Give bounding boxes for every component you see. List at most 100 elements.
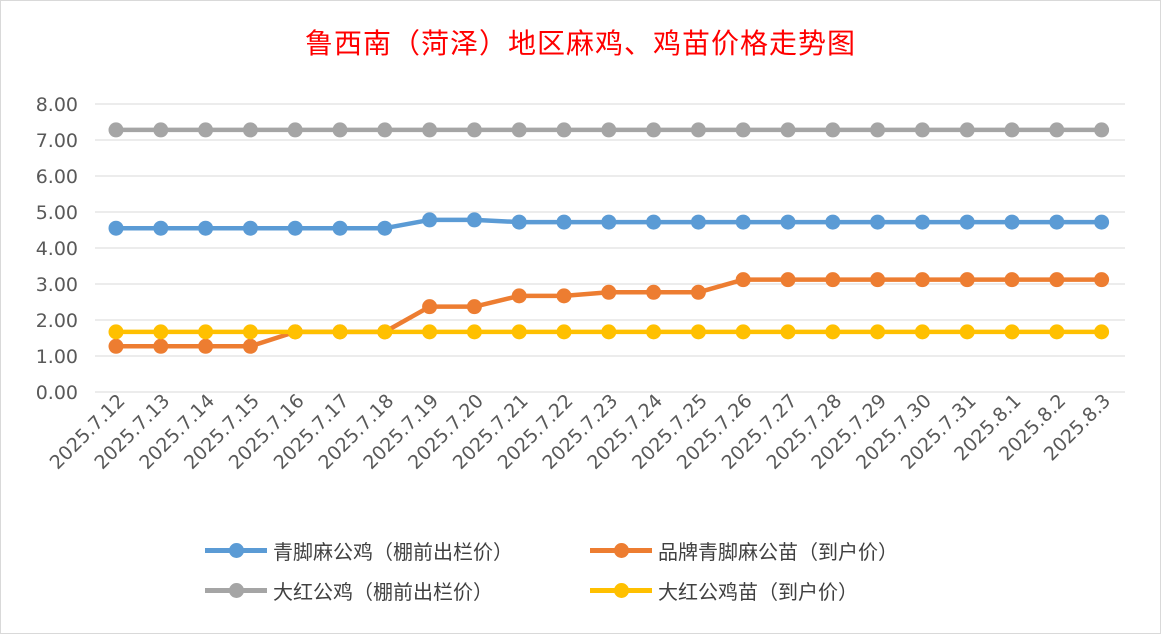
data-point[interactable] — [601, 324, 617, 340]
data-point[interactable] — [735, 324, 751, 340]
data-point[interactable] — [601, 214, 617, 230]
data-point[interactable] — [198, 324, 214, 340]
data-point[interactable] — [556, 288, 572, 304]
data-point[interactable] — [1094, 214, 1110, 230]
data-point[interactable] — [870, 214, 886, 230]
data-point[interactable] — [153, 338, 169, 354]
data-point[interactable] — [601, 284, 617, 300]
data-point[interactable] — [153, 122, 169, 138]
data-point[interactable] — [825, 272, 841, 288]
data-point[interactable] — [332, 324, 348, 340]
series-2 — [108, 122, 1110, 138]
data-point[interactable] — [825, 324, 841, 340]
data-point[interactable] — [1004, 214, 1020, 230]
data-point[interactable] — [198, 220, 214, 236]
data-point[interactable] — [735, 214, 751, 230]
data-point[interactable] — [108, 122, 124, 138]
data-point[interactable] — [287, 122, 303, 138]
data-point[interactable] — [153, 324, 169, 340]
data-point[interactable] — [422, 324, 438, 340]
data-point[interactable] — [914, 272, 930, 288]
data-point[interactable] — [556, 324, 572, 340]
data-point[interactable] — [511, 324, 527, 340]
data-point[interactable] — [377, 220, 393, 236]
data-point[interactable] — [780, 324, 796, 340]
data-point[interactable] — [332, 220, 348, 236]
legend-item-0[interactable]: 青脚麻公鸡（棚前出栏价） — [205, 535, 513, 565]
data-point[interactable] — [1049, 214, 1065, 230]
data-point[interactable] — [914, 214, 930, 230]
data-point[interactable] — [466, 212, 482, 228]
data-point[interactable] — [198, 122, 214, 138]
data-point[interactable] — [646, 284, 662, 300]
data-point[interactable] — [1094, 122, 1110, 138]
data-point[interactable] — [1049, 272, 1065, 288]
legend-item-3[interactable]: 大红公鸡苗（到户价） — [590, 575, 858, 605]
data-point[interactable] — [466, 324, 482, 340]
legend-swatch-2 — [205, 575, 267, 605]
data-point[interactable] — [959, 122, 975, 138]
data-point[interactable] — [690, 284, 706, 300]
data-point[interactable] — [242, 220, 258, 236]
data-point[interactable] — [690, 324, 706, 340]
data-point[interactable] — [198, 338, 214, 354]
data-point[interactable] — [422, 212, 438, 228]
data-point[interactable] — [511, 214, 527, 230]
data-point[interactable] — [914, 122, 930, 138]
data-point[interactable] — [422, 299, 438, 315]
data-point[interactable] — [825, 214, 841, 230]
data-point[interactable] — [511, 122, 527, 138]
data-point[interactable] — [780, 214, 796, 230]
gridlines — [95, 103, 1125, 393]
data-point[interactable] — [959, 324, 975, 340]
y-tick-label: 7.00 — [36, 130, 78, 152]
data-point[interactable] — [1094, 324, 1110, 340]
data-point[interactable] — [466, 122, 482, 138]
data-point[interactable] — [735, 272, 751, 288]
data-point[interactable] — [511, 288, 527, 304]
data-point[interactable] — [690, 122, 706, 138]
data-point[interactable] — [959, 214, 975, 230]
data-point[interactable] — [1004, 324, 1020, 340]
data-point[interactable] — [1094, 272, 1110, 288]
data-point[interactable] — [1004, 272, 1020, 288]
data-point[interactable] — [959, 272, 975, 288]
data-point[interactable] — [1004, 122, 1020, 138]
data-point[interactable] — [108, 220, 124, 236]
data-point[interactable] — [332, 122, 348, 138]
data-point[interactable] — [242, 122, 258, 138]
data-point[interactable] — [646, 214, 662, 230]
data-point[interactable] — [870, 122, 886, 138]
data-point[interactable] — [287, 220, 303, 236]
data-point[interactable] — [287, 324, 303, 340]
data-point[interactable] — [690, 214, 706, 230]
data-point[interactable] — [422, 122, 438, 138]
data-point[interactable] — [108, 324, 124, 340]
legend-item-2[interactable]: 大红公鸡（棚前出栏价） — [205, 575, 493, 605]
data-point[interactable] — [466, 299, 482, 315]
data-point[interactable] — [735, 122, 751, 138]
data-point[interactable] — [1049, 324, 1065, 340]
data-point[interactable] — [556, 122, 572, 138]
data-point[interactable] — [556, 214, 572, 230]
data-point[interactable] — [780, 272, 796, 288]
data-point[interactable] — [377, 122, 393, 138]
data-point[interactable] — [242, 338, 258, 354]
data-point[interactable] — [870, 272, 886, 288]
data-point[interactable] — [914, 324, 930, 340]
legend-label-2: 大红公鸡（棚前出栏价） — [273, 579, 493, 604]
data-point[interactable] — [870, 324, 886, 340]
data-point[interactable] — [601, 122, 617, 138]
data-point[interactable] — [377, 324, 393, 340]
legend-item-1[interactable]: 品牌青脚麻公苗（到户价） — [590, 535, 898, 565]
legend-label-1: 品牌青脚麻公苗（到户价） — [658, 539, 898, 564]
data-point[interactable] — [780, 122, 796, 138]
data-point[interactable] — [153, 220, 169, 236]
data-point[interactable] — [825, 122, 841, 138]
data-point[interactable] — [646, 324, 662, 340]
data-point[interactable] — [108, 338, 124, 354]
data-point[interactable] — [1049, 122, 1065, 138]
data-point[interactable] — [242, 324, 258, 340]
data-point[interactable] — [646, 122, 662, 138]
